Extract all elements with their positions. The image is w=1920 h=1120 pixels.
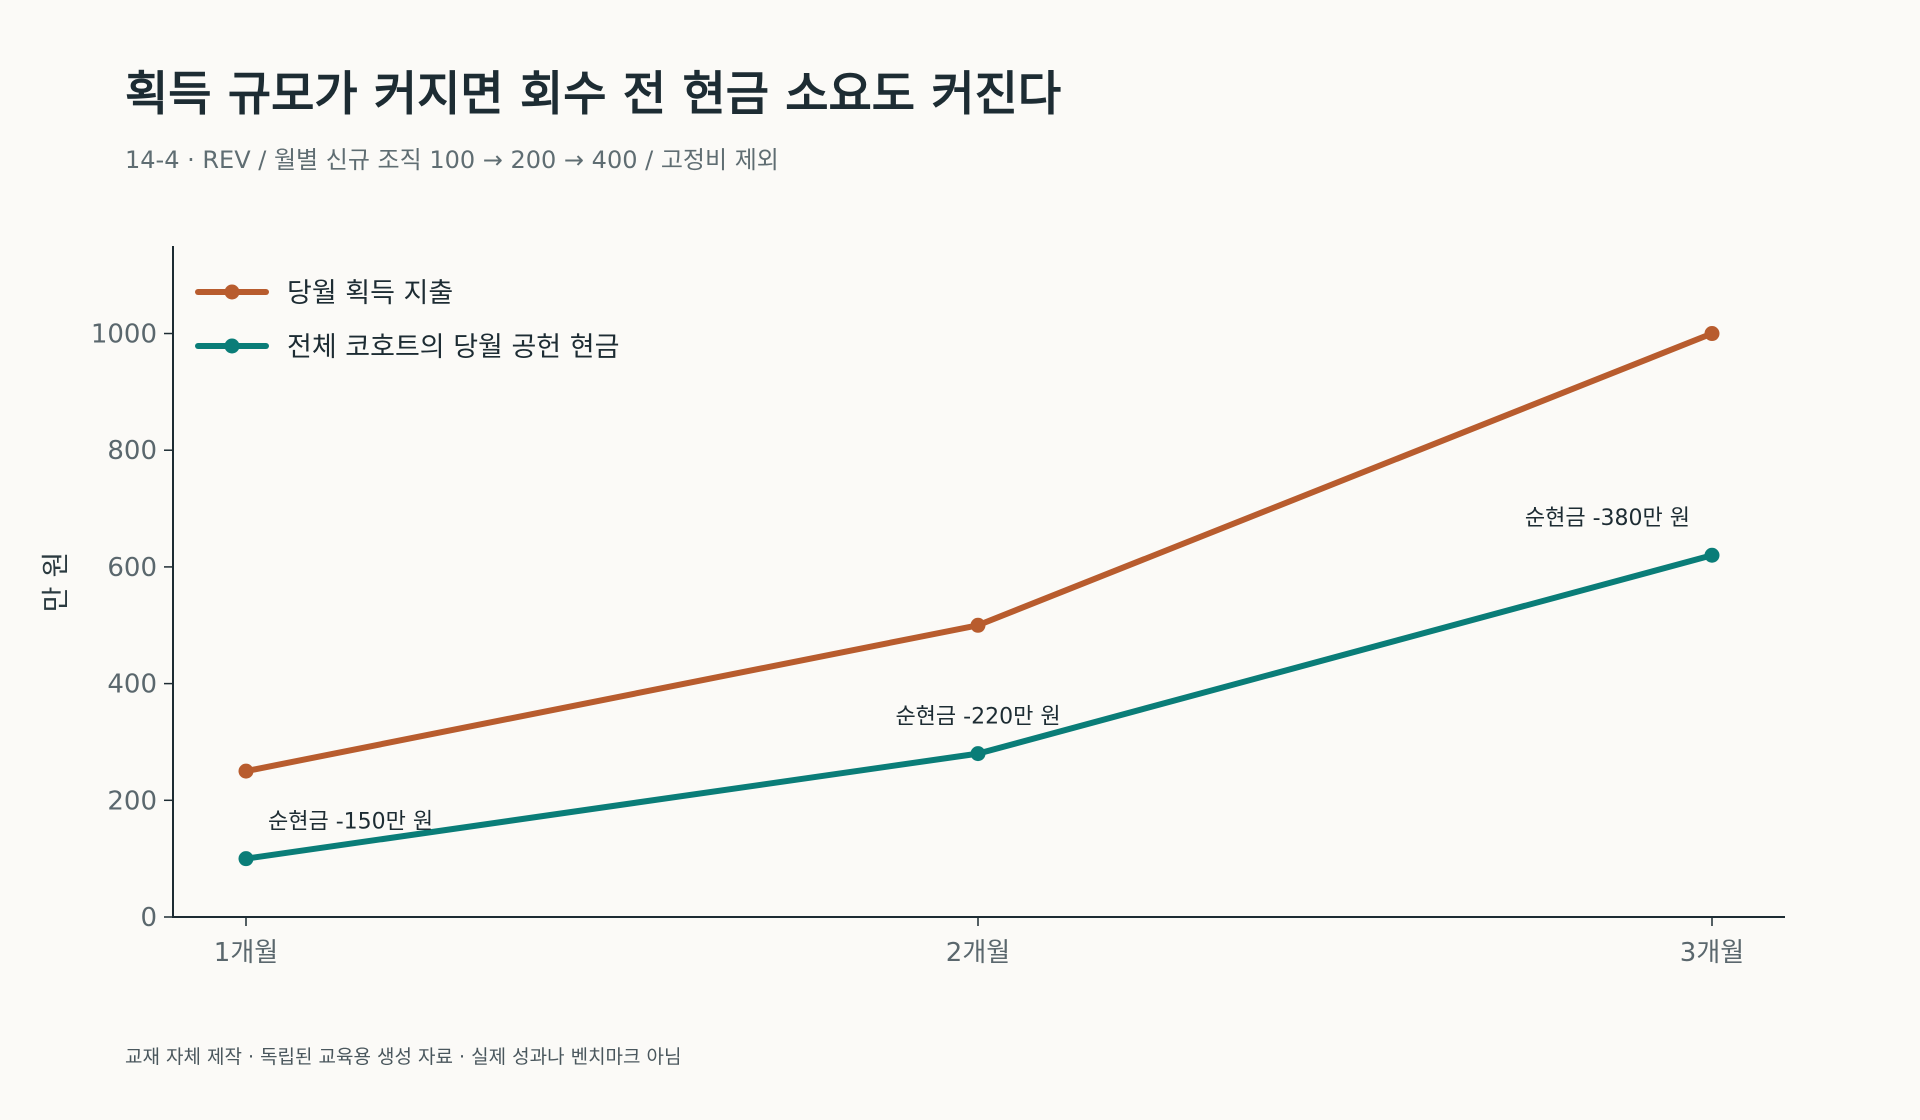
legend-marker-1: [224, 284, 240, 300]
annotation-label: 순현금 -150만 원: [268, 810, 433, 835]
chart-title: 획득 규모가 커지면 회수 전 현금 소요도 커진다: [125, 67, 1061, 122]
y-axis-label: 만 원: [39, 552, 72, 612]
legend-label-2: 전체 코호트의 당월 공헌 현금: [287, 332, 619, 363]
footnote: 교재 자체 제작 · 독립된 교육용 생성 자료 · 실제 성과나 벤치마크 아…: [125, 1046, 682, 1068]
series-1-point: [970, 617, 986, 633]
annotation-label: 순현금 -380만 원: [1525, 506, 1690, 531]
plot-area: 0 200 400 600 800 1000 1개월 2개월 3개월 만 원 당월 획득 지출전체 …: [39, 246, 1785, 968]
y-tick-label: 400: [107, 670, 157, 700]
x-tick-label: 3개월: [1680, 938, 1744, 968]
x-tick-label: 2개월: [946, 938, 1010, 968]
y-tick-label: 800: [107, 436, 157, 466]
y-tick-label: 600: [107, 553, 157, 583]
series-2-point: [238, 851, 254, 867]
y-tick-label: 200: [107, 786, 157, 816]
y-tick-label: 0: [140, 903, 157, 933]
y-tick-label: 1000: [91, 320, 157, 350]
annotation-label: 순현금 -220만 원: [895, 705, 1060, 730]
series-2-point: [1704, 547, 1720, 563]
series-1-point: [1704, 326, 1720, 342]
legend-marker-2: [224, 338, 240, 354]
legend-label-1: 당월 획득 지출: [287, 278, 453, 309]
series-2-point: [970, 746, 986, 762]
chart-subtitle: 14-4 · REV / 월별 신규 조직 100 → 200 → 400 / …: [125, 146, 779, 174]
series-1-point: [238, 763, 254, 779]
x-tick-label: 1개월: [214, 938, 278, 968]
